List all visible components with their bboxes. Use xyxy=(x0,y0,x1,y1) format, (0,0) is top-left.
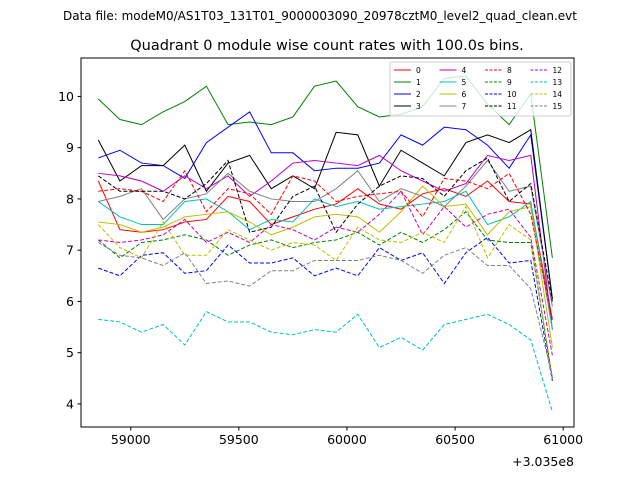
y-tick-label: 6 xyxy=(66,294,74,309)
x-tick-label: 59000 xyxy=(111,432,151,447)
legend-label-3: 3 xyxy=(416,102,421,111)
legend-label-0: 0 xyxy=(416,66,421,75)
series-line-8 xyxy=(98,169,553,323)
y-tick-label: 5 xyxy=(66,345,74,360)
legend-label-4: 4 xyxy=(462,66,467,75)
plot-area xyxy=(81,58,574,427)
legend-label-1: 1 xyxy=(416,78,421,87)
series-line-12 xyxy=(98,190,553,356)
x-axis: 59000 59500 60000 60500 61000 xyxy=(111,427,583,447)
legend-label-13: 13 xyxy=(553,78,563,87)
y-tick-label: 8 xyxy=(66,191,74,206)
series-line-4 xyxy=(98,154,553,330)
y-tick-label: 4 xyxy=(66,396,74,411)
legend-label-7: 7 xyxy=(462,102,467,111)
x-tick-label: 60500 xyxy=(435,432,475,447)
x-tick-label: 60000 xyxy=(327,432,367,447)
plot-frame xyxy=(80,57,575,428)
legend-label-6: 6 xyxy=(462,90,467,99)
series-line-13 xyxy=(98,311,553,412)
legend-label-11: 11 xyxy=(507,102,517,111)
legend-label-8: 8 xyxy=(507,66,512,75)
legend-label-9: 9 xyxy=(507,78,512,87)
series-line-2 xyxy=(98,111,553,299)
legend-label-5: 5 xyxy=(462,78,467,87)
legend-label-15: 15 xyxy=(553,102,563,111)
x-tick-label: 59500 xyxy=(219,432,259,447)
series-layer xyxy=(97,75,553,412)
legend-label-2: 2 xyxy=(416,90,421,99)
series-line-3 xyxy=(97,128,553,299)
series-line-14 xyxy=(97,205,553,379)
series-line-9 xyxy=(97,211,553,379)
y-axis: 4 5 6 7 8 9 10 xyxy=(58,89,81,411)
x-tick-label: 61000 xyxy=(543,432,583,447)
legend-box xyxy=(389,61,572,117)
series-line-15 xyxy=(98,242,553,376)
y-tick-label: 10 xyxy=(58,89,74,104)
series-line-11 xyxy=(98,157,553,302)
series-line-7 xyxy=(98,159,553,307)
legend-label-12: 12 xyxy=(553,66,563,75)
legend-label-10: 10 xyxy=(507,90,517,99)
y-tick-label: 9 xyxy=(66,140,74,155)
chart-suptitle: Data file: modeM0/AS1T03_131T01_90000030… xyxy=(63,9,577,23)
series-line-5 xyxy=(98,190,553,330)
y-tick-label: 7 xyxy=(66,243,74,258)
series-line-10 xyxy=(98,236,553,381)
x-offset-label: +3.035e8 xyxy=(512,454,574,469)
series-line-0 xyxy=(97,180,553,320)
legend-label-14: 14 xyxy=(553,90,563,99)
series-line-6 xyxy=(98,185,553,348)
chart-title: Quadrant 0 module wise count rates with … xyxy=(130,38,524,54)
